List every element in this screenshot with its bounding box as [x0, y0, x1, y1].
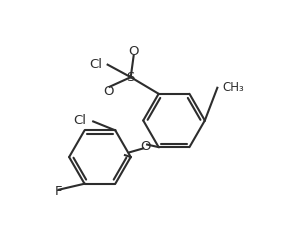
Text: S: S	[127, 71, 135, 84]
Text: O: O	[140, 140, 150, 153]
Text: O: O	[103, 85, 114, 98]
Text: F: F	[55, 185, 62, 198]
Text: O: O	[128, 45, 139, 58]
Text: Cl: Cl	[73, 114, 86, 127]
Text: CH₃: CH₃	[222, 81, 244, 94]
Text: Cl: Cl	[89, 58, 102, 71]
